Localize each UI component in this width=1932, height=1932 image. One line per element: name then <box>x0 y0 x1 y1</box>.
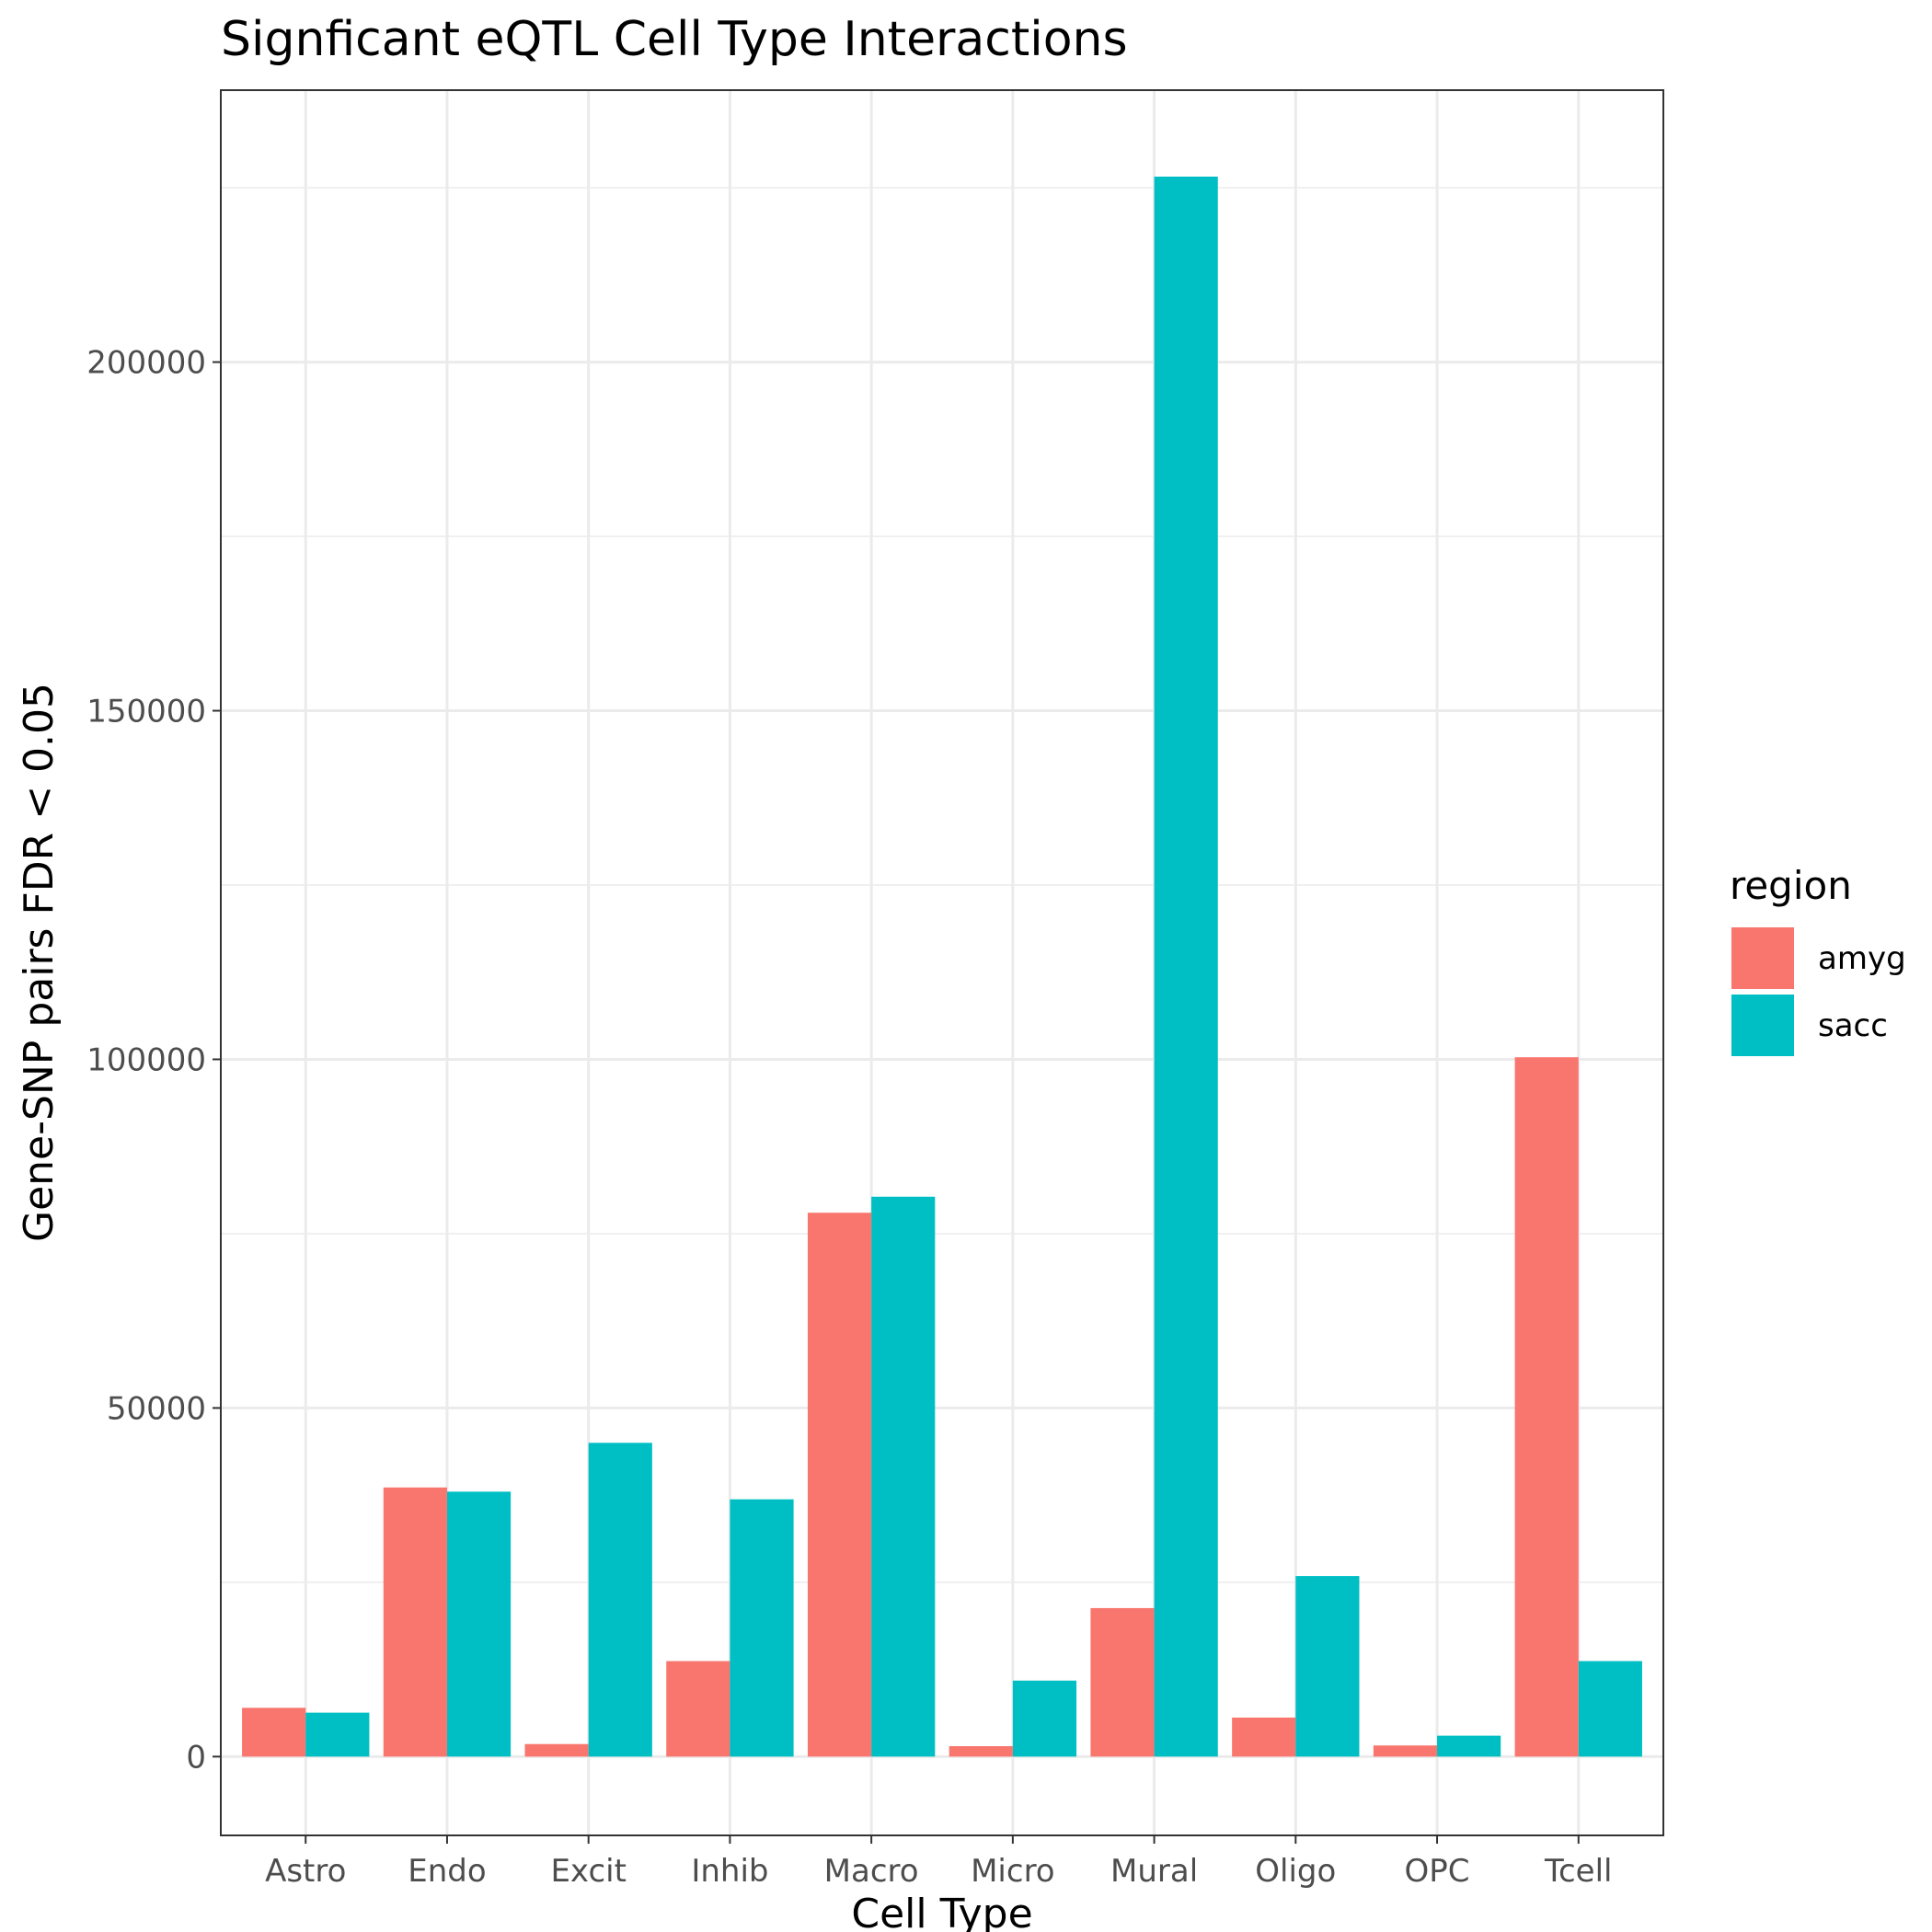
bar-amyg-tcell <box>1514 1057 1579 1757</box>
legend-key-amyg <box>1731 927 1794 989</box>
x-tick-label: Macro <box>824 1853 919 1890</box>
x-axis-ticks: Astro Endo Excit Inhib Macro Micro Mural Oligo O… <box>265 1835 1613 1890</box>
x-tick-label: OPC <box>1405 1853 1470 1890</box>
y-tick-label: 50000 <box>107 1390 206 1427</box>
bar-amyg-excit <box>524 1743 589 1757</box>
y-tick-label: 100000 <box>86 1041 206 1078</box>
bar-amyg-mural <box>1090 1607 1155 1757</box>
bar-amyg-opc <box>1373 1745 1438 1757</box>
bar-sacc-endo <box>446 1491 512 1757</box>
x-axis-title: Cell Type <box>851 1891 1032 1932</box>
y-tick-label: 150000 <box>86 694 206 730</box>
x-tick-label: Endo <box>408 1853 486 1890</box>
bar-sacc-excit <box>588 1443 652 1757</box>
legend-key-sacc <box>1731 995 1794 1056</box>
bar-amyg-endo <box>383 1487 447 1757</box>
bar-sacc-micro <box>1012 1680 1077 1757</box>
bar-amyg-astro <box>242 1708 306 1757</box>
y-axis-ticks: 0 50000 100000 150000 200000 <box>86 345 221 1776</box>
x-tick-label: Astro <box>265 1853 346 1890</box>
bar-sacc-tcell <box>1578 1661 1642 1757</box>
y-axis-title: Gene-SNP pairs FDR < 0.05 <box>16 683 63 1242</box>
x-tick-label: Oligo <box>1255 1853 1336 1890</box>
bar-sacc-oligo <box>1295 1576 1360 1757</box>
x-tick-label: Excit <box>550 1853 626 1890</box>
bars <box>242 176 1642 1757</box>
y-tick-label: 200000 <box>86 345 206 382</box>
x-tick-label: Micro <box>971 1853 1055 1890</box>
x-tick-label: Mural <box>1110 1853 1198 1890</box>
bar-sacc-astro <box>305 1712 370 1757</box>
bar-sacc-opc <box>1437 1735 1501 1757</box>
bar-amyg-micro <box>949 1745 1013 1757</box>
x-tick-label: Tcell <box>1544 1853 1613 1890</box>
bar-amyg-oligo <box>1232 1717 1296 1757</box>
chart-title: Signficant eQTL Cell Type Interactions <box>221 12 1128 67</box>
legend-title: region <box>1730 863 1852 908</box>
legend: region amyg sacc <box>1730 863 1906 1056</box>
bar-amyg-inhib <box>666 1661 730 1757</box>
bar-sacc-macro <box>871 1196 936 1757</box>
bar-sacc-inhib <box>730 1499 794 1757</box>
bar-amyg-macro <box>807 1213 872 1757</box>
x-tick-label: Inhib <box>691 1853 768 1890</box>
plot-border <box>220 89 1664 1836</box>
legend-label-sacc: sacc <box>1818 1007 1888 1044</box>
bar-sacc-mural <box>1154 176 1218 1757</box>
legend-label-amyg: amyg <box>1818 940 1906 977</box>
y-tick-label: 0 <box>186 1739 206 1776</box>
